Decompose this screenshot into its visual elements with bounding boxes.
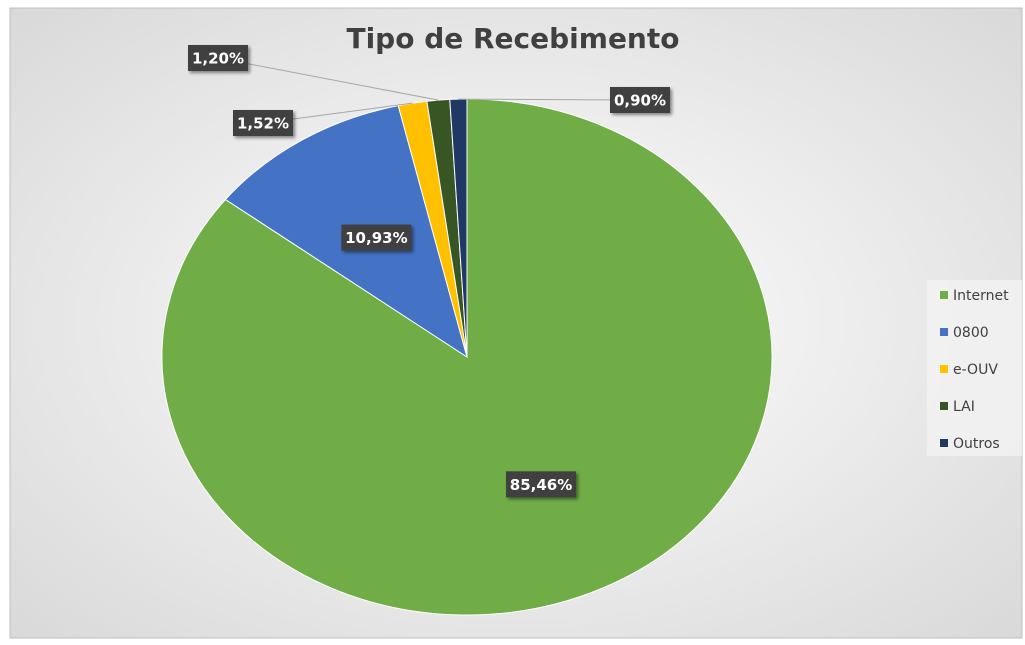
- legend-label: Outros: [953, 436, 1000, 452]
- data-label-box: [610, 87, 670, 113]
- legend-label: 0800: [953, 325, 989, 341]
- legend-swatch: [940, 291, 948, 299]
- data-label: 1,52%: [237, 115, 289, 133]
- data-label: 1,20%: [192, 50, 244, 68]
- data-label-box: [341, 224, 412, 251]
- leader-line: [458, 98, 641, 101]
- legend-swatch: [940, 328, 948, 336]
- data-label-box: [188, 45, 248, 71]
- chart-title: Tipo de Recebimento: [346, 22, 679, 55]
- legend-swatch: [940, 439, 948, 447]
- data-label-box: [233, 110, 293, 136]
- legend-label: e-OUV: [953, 362, 998, 378]
- legend-swatch: [940, 365, 948, 373]
- leader-line: [217, 57, 439, 101]
- legend-swatch: [940, 402, 948, 410]
- legend-label: LAI: [953, 399, 975, 415]
- data-label: 85,46%: [510, 476, 572, 494]
- data-label: 10,93%: [345, 229, 407, 247]
- legend-label: Internet: [953, 288, 1009, 304]
- data-label: 0,90%: [614, 92, 666, 110]
- data-label-box: [506, 471, 577, 498]
